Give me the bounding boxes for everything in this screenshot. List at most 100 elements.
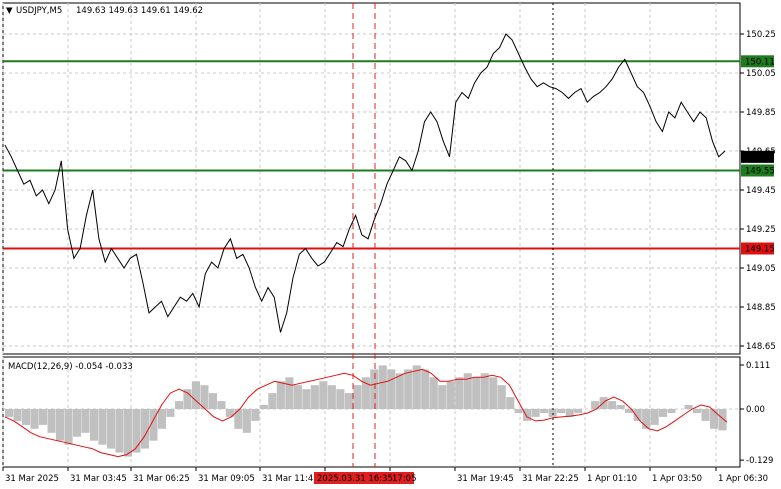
macd-bar [531,409,540,417]
x-tick-label: 31 Mar 03:45 [70,474,127,484]
x-tick-label: 17:05 [392,474,417,484]
x-tick-label: 31 Mar 19:45 [457,474,514,484]
macd-bar [276,381,285,409]
level-tag-label: 149.55 [745,167,775,177]
level-tag [741,55,774,68]
macd-bar [659,409,668,417]
price-y-tick-label: 149.05 [746,264,776,274]
macd-bar [684,405,693,409]
macd-bar [625,409,634,413]
macd-bar [344,393,353,409]
macd-y-tick-label: -0.129 [746,456,773,466]
time-x-axis: 31 Mar 2025 31 Mar 03:45 31 Mar 06:25 31 Ma… [2,467,768,484]
macd-bar [47,409,56,433]
x-tick-label: 1 Apr 03:50 [652,474,702,484]
price-y-tick-label: 150.05 [746,69,776,79]
macd-bar [650,409,659,425]
macd-bar [710,409,719,429]
ohlc-values: 149.63 149.63 149.61 149.62 [76,6,203,16]
macd-bar [293,385,302,409]
macd-bar [5,409,14,417]
macd-bar [404,369,413,409]
macd-bar [285,377,294,409]
level-tag-label: 149.15 [745,245,775,255]
macd-bar [574,409,583,413]
dropdown-triangle-icon[interactable]: ▼ [6,6,13,16]
macd-bar [523,409,532,421]
macd-bar [81,409,90,433]
macd-signal-line [4,368,728,458]
macd-bar [557,409,566,413]
macd-bar [565,409,574,417]
macd-bar [73,409,82,437]
macd-bar [497,385,506,409]
macd-bar [115,409,124,453]
macd-bar [106,409,115,449]
vertical-markers [352,3,554,467]
level-tag [741,242,774,255]
price-y-tick-label: 149.25 [746,225,776,235]
macd-bar [319,381,328,409]
macd-bar [693,409,702,413]
macd-bar [412,365,421,409]
price-y-tick-label: 150.25 [746,30,776,40]
price-y-tick-label: 148.85 [746,303,776,313]
x-marker-tag [314,472,414,484]
macd-bar [327,385,336,409]
x-tick-label: 2025.03.31 16:35 [317,474,393,484]
macd-bar [361,377,370,409]
current-price-tag [741,150,774,163]
macd-bar [13,409,22,421]
macd-bar [421,369,430,409]
macd-bar [157,409,166,429]
level-tag [741,164,774,177]
macd-bar [268,393,277,409]
macd-y-axis: 0.111 0.00 -0.129 [740,361,773,466]
x-tick-label: 31 Mar 11:45 [262,474,319,484]
x-tick-label: 31 Mar 22:25 [522,474,579,484]
x-tick-label: 31 Mar 2025 [5,474,59,484]
price-y-tick-label: 149.45 [746,186,776,196]
x-tick-label: 1 Apr 06:30 [718,474,768,484]
macd-bar [217,401,226,409]
macd-histogram [5,365,727,457]
price-y-axis: 150.25 150.05 149.85 149.65 149.45 149.25 149.… [740,30,776,352]
macd-bar [56,409,65,441]
macd-bar [642,409,651,429]
macd-bar [200,385,209,409]
macd-bar [310,385,319,409]
price-series-line [4,33,726,333]
macd-bar [429,377,438,409]
macd-bar [251,409,260,421]
macd-bar [387,369,396,409]
macd-bar [718,409,727,431]
price-y-tick-label: 149.65 [746,147,776,157]
macd-bar [259,405,268,409]
macd-bar [548,409,557,417]
macd-bar [132,409,141,453]
macd-bar [225,409,234,417]
macd-y-tick-label: 0.00 [746,405,765,415]
macd-bar [455,377,464,409]
macd-bar [98,409,107,445]
price-y-tick-label: 149.85 [746,108,776,118]
macd-bar [89,409,98,441]
macd-bar [183,389,192,409]
macd-bar [336,389,345,409]
macd-bar [446,381,455,409]
macd-bar [140,409,149,449]
macd-bar [123,409,132,457]
price-panel[interactable] [2,2,741,355]
macd-bar [370,369,379,409]
macd-bar [174,401,183,409]
macd-bar [64,409,73,445]
macd-bar [234,409,243,429]
macd-bar [472,377,481,409]
level-tag-label: 150.11 [745,57,775,67]
macd-bar [191,381,200,409]
macd-bar [591,401,600,409]
macd-bar [166,409,175,417]
symbol-label: USDJPY,M5 [16,6,62,16]
macd-bar [378,365,387,409]
